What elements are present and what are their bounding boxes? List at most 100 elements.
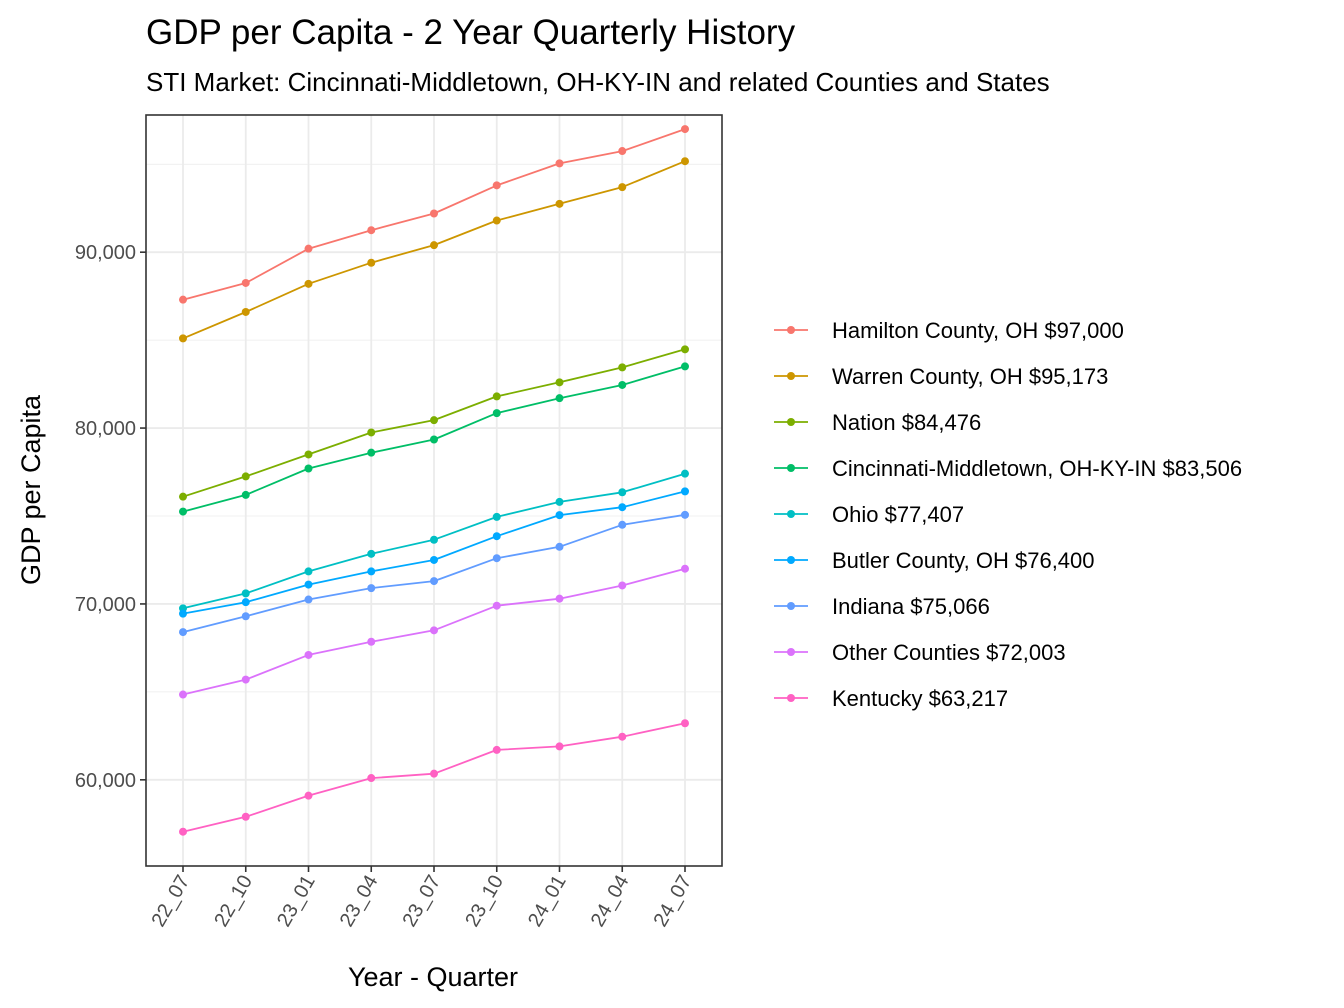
y-tick-label: 60,000 xyxy=(75,770,136,792)
x-tick-label: 23_10 xyxy=(461,872,508,931)
data-point xyxy=(179,295,187,304)
data-point xyxy=(304,567,313,576)
data-point xyxy=(304,450,313,459)
data-point xyxy=(304,650,313,659)
data-point xyxy=(367,637,376,646)
data-point xyxy=(555,594,564,603)
legend-label: Warren County, OH $95,173 xyxy=(832,364,1108,389)
legend-label: Nation $84,476 xyxy=(832,410,981,435)
legend-item: Indiana $75,066 xyxy=(774,594,990,619)
legend-item: Other Counties $72,003 xyxy=(774,640,1066,665)
data-point xyxy=(430,577,438,586)
chart-subtitle: STI Market: Cincinnati-Middletown, OH-KY… xyxy=(146,67,1050,97)
data-point xyxy=(179,609,187,618)
data-point xyxy=(618,363,627,372)
data-point xyxy=(304,244,313,253)
legend: Hamilton County, OH $97,000 Warren County… xyxy=(774,318,1242,711)
data-point xyxy=(367,448,376,457)
legend-item: Hamilton County, OH $97,000 xyxy=(774,318,1124,343)
x-tick-label: 24_04 xyxy=(587,872,634,931)
x-tick-label: 24_07 xyxy=(649,872,696,931)
legend-label: Cincinnati-Middletown, OH-KY-IN $83,506 xyxy=(832,456,1242,481)
legend-label: Other Counties $72,003 xyxy=(832,640,1066,665)
x-axis: 22_07 22_10 23_01 23_04 23_07 23_10 24_01 24_04… xyxy=(147,866,696,931)
data-point xyxy=(304,580,313,589)
data-point xyxy=(367,567,376,576)
legend-key-point xyxy=(787,372,795,380)
x-axis-title: Year - Quarter xyxy=(348,962,518,992)
legend-item: Warren County, OH $95,173 xyxy=(774,364,1108,389)
data-point xyxy=(241,307,250,316)
data-point xyxy=(681,487,689,496)
data-point xyxy=(681,345,689,354)
x-tick-label: 22_07 xyxy=(147,872,194,931)
y-tick-label: 70,000 xyxy=(75,594,136,616)
data-point xyxy=(555,159,564,168)
data-point xyxy=(430,535,438,544)
legend-key-point xyxy=(787,510,795,518)
y-tick-label: 90,000 xyxy=(75,242,136,264)
y-axis: 60,000 70,000 80,000 90,000 xyxy=(75,242,146,792)
data-point xyxy=(681,510,689,519)
legend-key-point xyxy=(787,464,795,472)
data-point xyxy=(367,258,376,267)
data-point xyxy=(367,584,376,593)
data-point xyxy=(430,435,438,444)
data-point xyxy=(492,532,501,541)
data-point xyxy=(555,394,564,403)
data-point xyxy=(241,598,250,607)
data-point xyxy=(430,416,438,425)
data-point xyxy=(179,492,187,501)
data-point xyxy=(241,490,250,499)
data-point xyxy=(555,199,564,208)
data-point xyxy=(618,581,627,590)
legend-key-point xyxy=(787,694,795,702)
data-point xyxy=(241,812,250,821)
data-point xyxy=(367,428,376,437)
series-points xyxy=(179,125,689,836)
y-axis-title: GDP per Capita xyxy=(16,394,46,585)
data-point xyxy=(492,409,501,418)
data-point xyxy=(555,511,564,520)
legend-label: Hamilton County, OH $97,000 xyxy=(832,318,1124,343)
chart-title: GDP per Capita - 2 Year Quarterly Histor… xyxy=(146,13,796,52)
data-point xyxy=(618,520,627,529)
data-point xyxy=(179,690,187,699)
data-point xyxy=(241,675,250,684)
data-point xyxy=(430,769,438,778)
legend-key-point xyxy=(787,418,795,426)
x-tick-label: 23_01 xyxy=(273,872,320,931)
data-point xyxy=(430,241,438,250)
data-point xyxy=(555,378,564,387)
data-point xyxy=(241,278,250,287)
data-point xyxy=(492,601,501,610)
x-tick-label: 23_04 xyxy=(336,872,383,931)
data-point xyxy=(681,362,689,371)
data-point xyxy=(492,392,501,401)
legend-item: Butler County, OH $76,400 xyxy=(774,548,1095,573)
legend-label: Indiana $75,066 xyxy=(832,594,990,619)
x-tick-label: 22_10 xyxy=(210,872,257,931)
legend-key-point xyxy=(787,648,795,656)
data-point xyxy=(618,732,627,741)
data-point xyxy=(304,791,313,800)
data-point xyxy=(555,542,564,551)
data-point xyxy=(430,626,438,635)
data-point xyxy=(618,503,627,512)
data-point xyxy=(492,216,501,225)
x-tick-label: 24_01 xyxy=(524,872,571,931)
data-point xyxy=(681,469,689,478)
data-point xyxy=(681,125,689,134)
data-point xyxy=(618,147,627,156)
data-point xyxy=(367,226,376,235)
legend-label: Ohio $77,407 xyxy=(832,502,964,527)
data-point xyxy=(241,472,250,481)
legend-label: Butler County, OH $76,400 xyxy=(832,548,1095,573)
data-point xyxy=(179,334,187,343)
data-point xyxy=(304,595,313,604)
data-point xyxy=(179,827,187,836)
y-tick-label: 80,000 xyxy=(75,418,136,440)
legend-item: Kentucky $63,217 xyxy=(774,686,1008,711)
data-point xyxy=(304,464,313,473)
data-point xyxy=(241,612,250,621)
